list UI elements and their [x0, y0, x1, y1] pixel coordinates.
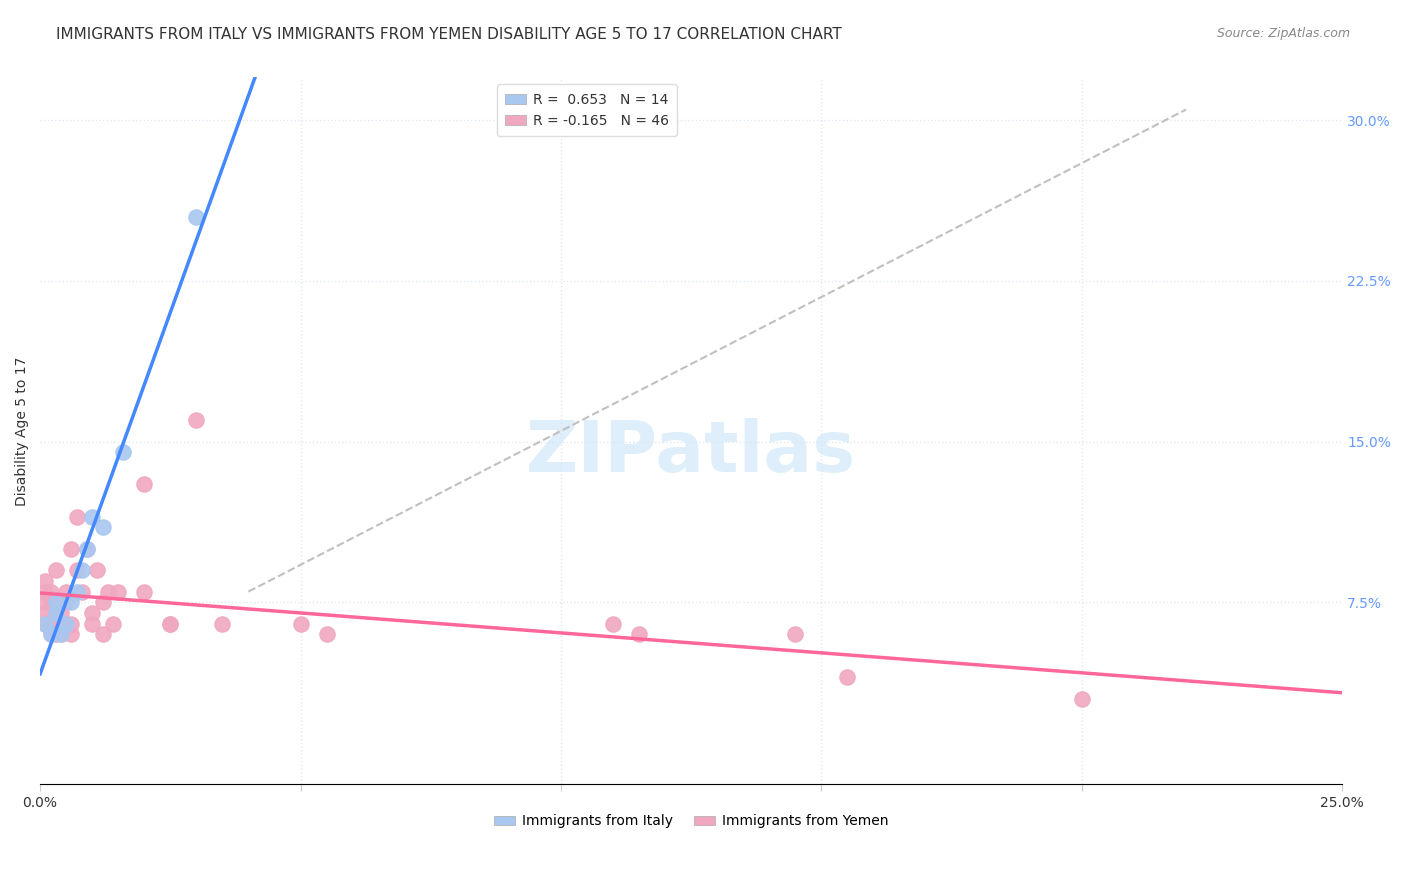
Point	[55, 584, 77, 599]
Point	[628, 627, 651, 641]
Point	[65, 584, 87, 599]
Point	[86, 563, 108, 577]
Point	[39, 616, 62, 631]
Point	[76, 541, 98, 556]
Point	[315, 627, 337, 641]
Point	[34, 606, 56, 620]
Point	[45, 563, 67, 577]
Point	[49, 627, 72, 641]
Point	[76, 541, 98, 556]
Point	[112, 445, 135, 459]
Text: IMMIGRANTS FROM ITALY VS IMMIGRANTS FROM YEMEN DISABILITY AGE 5 TO 17 CORRELATIO: IMMIGRANTS FROM ITALY VS IMMIGRANTS FROM…	[56, 27, 842, 42]
Point	[39, 595, 62, 609]
Point	[45, 627, 67, 641]
Point	[45, 606, 67, 620]
Point	[45, 595, 67, 609]
Text: Source: ZipAtlas.com: Source: ZipAtlas.com	[1216, 27, 1350, 40]
Point	[107, 584, 129, 599]
Point	[65, 509, 87, 524]
Point	[45, 606, 67, 620]
Legend: Immigrants from Italy, Immigrants from Yemen: Immigrants from Italy, Immigrants from Y…	[489, 809, 894, 834]
Point	[34, 616, 56, 631]
Point	[49, 627, 72, 641]
Point	[134, 584, 156, 599]
Point	[34, 584, 56, 599]
Point	[34, 595, 56, 609]
Point	[60, 627, 83, 641]
Point	[837, 670, 859, 684]
Point	[91, 627, 114, 641]
Point	[39, 627, 62, 641]
Point	[55, 595, 77, 609]
Point	[60, 595, 83, 609]
Point	[34, 574, 56, 588]
Point	[39, 627, 62, 641]
Point	[91, 595, 114, 609]
Point	[290, 616, 312, 631]
Point	[70, 584, 93, 599]
Point	[159, 616, 181, 631]
Point	[34, 616, 56, 631]
Point	[60, 616, 83, 631]
Point	[49, 616, 72, 631]
Point	[186, 413, 208, 427]
Point	[60, 541, 83, 556]
Point	[602, 616, 624, 631]
Point	[785, 627, 807, 641]
Point	[55, 616, 77, 631]
Point	[55, 616, 77, 631]
Point	[82, 606, 104, 620]
Point	[91, 520, 114, 534]
Point	[186, 210, 208, 224]
Point	[39, 584, 62, 599]
Point	[101, 616, 124, 631]
Point	[211, 616, 233, 631]
Point	[82, 509, 104, 524]
Point	[70, 563, 93, 577]
Text: ZIPatlas: ZIPatlas	[526, 417, 856, 487]
Y-axis label: Disability Age 5 to 17: Disability Age 5 to 17	[15, 356, 30, 506]
Point	[82, 616, 104, 631]
Point	[159, 616, 181, 631]
Point	[1070, 691, 1092, 706]
Point	[134, 477, 156, 491]
Point	[65, 563, 87, 577]
Point	[49, 606, 72, 620]
Point	[97, 584, 120, 599]
